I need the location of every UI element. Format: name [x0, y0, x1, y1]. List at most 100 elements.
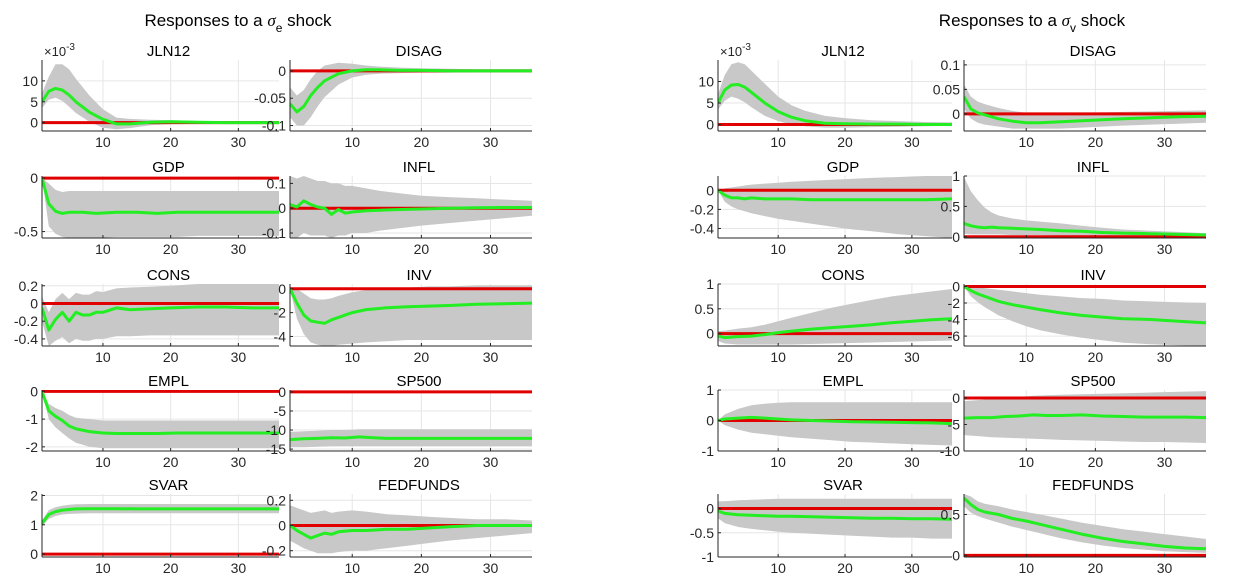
y-tick-label: 10: [22, 73, 38, 89]
panel-sigma_v-jln12: 0 5 10 10 20 30 JLN12 ×10-3: [698, 42, 952, 150]
x-tick-label: 20: [1088, 560, 1104, 576]
panel-title: INV: [1080, 267, 1105, 284]
x-tick-label: 30: [1157, 454, 1173, 470]
plot-area: [42, 64, 279, 130]
confidence-band: [718, 289, 952, 345]
y-tick-label: 10: [698, 74, 714, 90]
x-tick-label: 20: [837, 134, 853, 150]
panel-sigma_e-svar: 0 1 2 10 20 30 SVAR: [30, 477, 279, 576]
panel-title: INFL: [403, 159, 436, 176]
y-tick-label: 0: [706, 117, 714, 133]
panel-sigma_v-inv: -6-4-20 10 20 30 INV: [948, 267, 1206, 365]
plot-area: [42, 176, 279, 238]
panel-sigma_e-gdp: -0.5 0 10 20 30 GDP: [14, 159, 279, 257]
median-response-line: [42, 507, 279, 525]
panel-title: FEDFUNDS: [1052, 477, 1134, 494]
y-tick-label: 0: [30, 170, 38, 186]
panel-sigma_e-disag: -0.1 -0.05 0 10 20 30 DISAG: [254, 43, 532, 150]
x-tick-label: 10: [95, 560, 111, 576]
x-tick-label: 10: [344, 241, 360, 257]
y-tick-label: -1: [702, 443, 715, 459]
x-tick-label: 30: [904, 241, 920, 257]
y-tick-label: 0.5: [941, 506, 961, 522]
y-tick-label: 0: [952, 106, 960, 122]
y-tick-label: 5: [706, 95, 714, 111]
panel-title: FEDFUNDS: [378, 477, 460, 494]
plot-area: [964, 284, 1206, 346]
y-tick-label: 2: [30, 487, 38, 503]
plot-area: [964, 84, 1206, 129]
x-tick-label: 30: [483, 560, 499, 576]
x-tick-label: 20: [1088, 241, 1104, 257]
x-tick-label: 10: [1018, 560, 1034, 576]
panel-sigma_v-empl: -1 0 1 10 20 30 EMPL: [702, 373, 952, 470]
median-response-line: [718, 189, 952, 202]
panel-title: EMPL: [148, 373, 189, 390]
left-figure-title: Responses to a σe shock: [144, 11, 332, 35]
x-tick-label: 30: [483, 134, 499, 150]
median-response-line: [42, 86, 279, 126]
panel-sigma_e-sp500: -15 -10 -5 0 10 20 30 SP500: [266, 373, 532, 470]
panel-sigma_v-infl: 0 0.5 1 10 20 30 INFL: [941, 159, 1206, 257]
x-tick-label: 30: [231, 134, 247, 150]
y-tick-label: -15: [266, 441, 286, 457]
x-tick-label: 30: [904, 349, 920, 365]
x-tick-label: 20: [414, 349, 430, 365]
plot-area: [964, 391, 1206, 443]
plot-area: [42, 284, 279, 346]
x-tick-label: 30: [904, 134, 920, 150]
x-tick-label: 10: [344, 454, 360, 470]
median-response-line: [42, 390, 279, 435]
x-tick-label: 20: [163, 454, 179, 470]
x-tick-label: 10: [770, 134, 786, 150]
y-tick-label: 0: [278, 63, 286, 79]
x-tick-label: 10: [344, 560, 360, 576]
plot-area: [718, 176, 952, 238]
panel-sigma_e-infl: -0.1 0 0.1 10 20 30 INFL: [262, 159, 532, 257]
confidence-band: [718, 402, 952, 446]
median-response-line: [964, 413, 1206, 420]
y-tick-label: 0: [30, 383, 38, 399]
y-tick-label: 0.1: [941, 57, 961, 73]
plot-area: [718, 402, 952, 446]
x-tick-label: 10: [344, 349, 360, 365]
x-tick-label: 20: [837, 349, 853, 365]
confidence-band: [964, 391, 1206, 443]
x-tick-label: 30: [231, 560, 247, 576]
x-tick-label: 30: [483, 454, 499, 470]
x-tick-label: 20: [163, 560, 179, 576]
x-tick-label: 20: [414, 241, 430, 257]
y-tick-label: -0.2: [262, 543, 286, 559]
plot-area: [964, 177, 1206, 238]
x-tick-label: 20: [837, 241, 853, 257]
y-tick-label: 0: [952, 547, 960, 563]
median-response-line: [718, 509, 952, 521]
median-response-line: [964, 285, 1206, 325]
confidence-band: [42, 178, 279, 238]
y-tick-label: -10: [266, 422, 286, 438]
x-tick-label: 10: [770, 560, 786, 576]
y-tick-label: 1: [706, 276, 714, 292]
confidence-band: [964, 177, 1206, 237]
y-tick-label: -4: [274, 328, 287, 344]
right-figure-title: Responses to a σv shock: [939, 11, 1126, 35]
y-tick-label: -10: [940, 443, 960, 459]
y-tick-label: -0.1: [262, 225, 286, 241]
y-tick-label: -5: [948, 416, 961, 432]
y-tick-label: 0: [278, 384, 286, 400]
x-tick-label: 10: [770, 454, 786, 470]
x-tick-label: 20: [414, 560, 430, 576]
panel-title: CONS: [147, 267, 190, 284]
x-tick-label: 20: [163, 134, 179, 150]
median-response-line: [964, 497, 1206, 551]
y-tick-label: 0: [278, 518, 286, 534]
panel-title: SP500: [1070, 373, 1115, 390]
y-tick-label: 0: [706, 326, 714, 342]
panel-title: GDP: [827, 159, 860, 176]
y-tick-label: 1: [706, 382, 714, 398]
plot-area: [290, 285, 532, 346]
confidence-band: [42, 64, 279, 130]
confidence-band: [964, 494, 1206, 553]
panel-sigma_e-empl: -2 -1 0 10 20 30 EMPL: [26, 373, 279, 470]
median-response-line: [964, 95, 1206, 125]
